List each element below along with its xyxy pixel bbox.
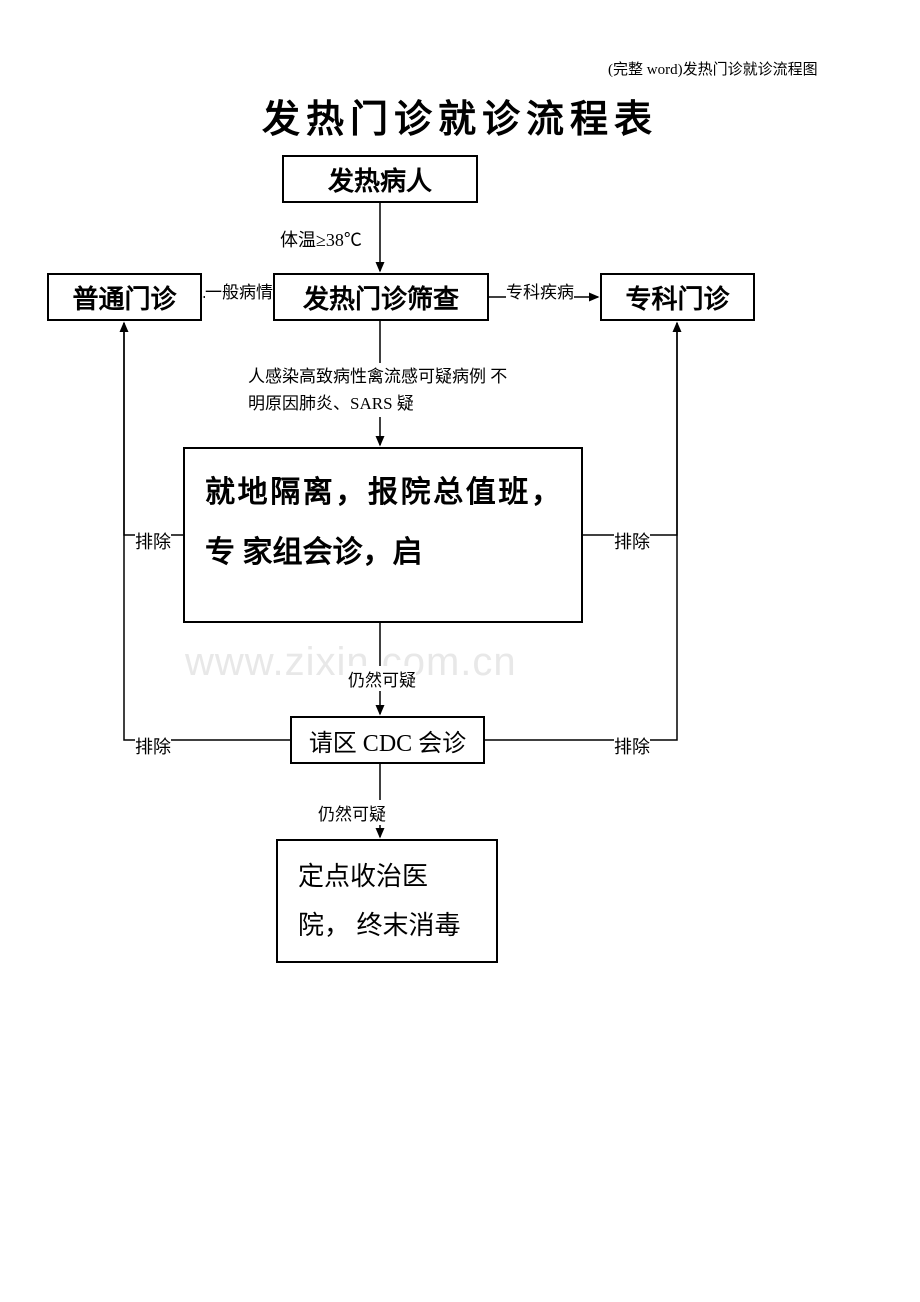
label-suspect-case: 人感染高致病性禽流感可疑病例 不明原因肺炎、SARS 疑 <box>248 363 508 417</box>
node-hospital: 定点收治医院， 终末消毒 <box>276 839 498 963</box>
node-screen: 发热门诊筛查 <box>273 273 489 321</box>
node-isolate: 就地隔离，报院总值班，专 家组会诊，启 <box>183 447 583 623</box>
label-exclude-left-1: 排除 <box>135 528 171 554</box>
label-still-suspect-2: 仍然可疑 <box>318 800 386 825</box>
label-special-disease: 专科疾病 <box>506 278 574 303</box>
page-title: 发热门诊就诊流程表 <box>180 88 740 143</box>
label-general-condition: 一般病情 <box>205 278 273 303</box>
header-note: (完整 word)发热门诊就诊流程图 <box>608 58 818 79</box>
label-exclude-left-2: 排除 <box>135 733 171 759</box>
node-patient: 发热病人 <box>282 155 478 203</box>
node-special: 专科门诊 <box>600 273 755 321</box>
node-cdc: 请区 CDC 会诊 <box>290 716 485 764</box>
label-temperature: 体温≥38℃ <box>280 226 362 252</box>
label-exclude-right-1: 排除 <box>614 528 650 554</box>
node-general: 普通门诊 <box>47 273 202 321</box>
label-still-suspect-1: 仍然可疑 <box>348 666 416 691</box>
label-exclude-right-2: 排除 <box>614 733 650 759</box>
